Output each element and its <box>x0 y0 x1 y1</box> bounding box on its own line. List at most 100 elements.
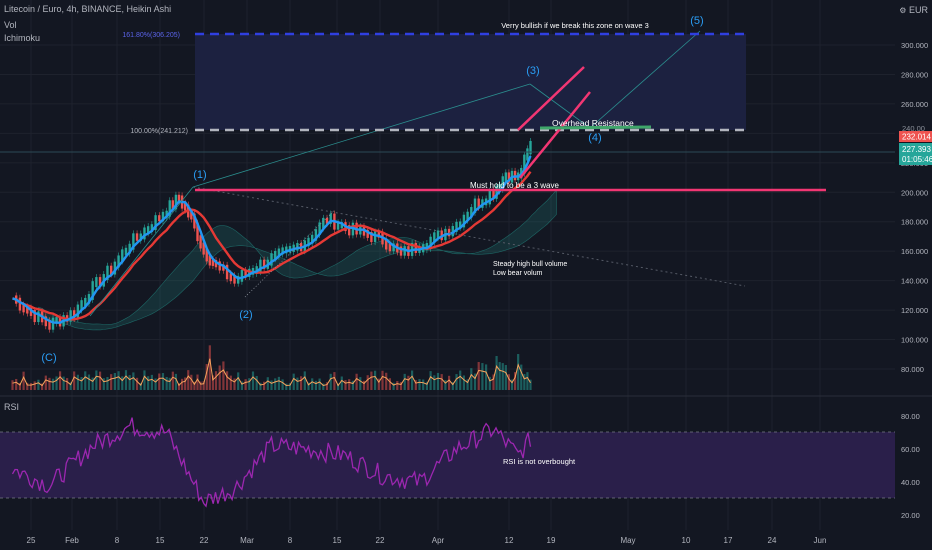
volume-bar <box>87 374 91 390</box>
indicator-vol[interactable]: Vol <box>4 20 17 30</box>
volume-bar <box>396 381 399 390</box>
volume-bar <box>440 374 443 390</box>
candle-body <box>171 200 175 210</box>
volume-bar <box>244 379 247 390</box>
downtrend-dotted-line[interactable] <box>192 186 746 287</box>
volume-bar <box>485 364 488 390</box>
volume-bar <box>180 378 184 390</box>
candle-body <box>498 183 501 192</box>
candle-body <box>340 222 343 229</box>
candle-body <box>69 310 72 322</box>
volume-bar <box>11 380 14 390</box>
symbol-title[interactable]: Litecoin / Euro, 4h, BINANCE, Heikin Ash… <box>4 4 172 14</box>
candle-body <box>318 222 321 236</box>
candle-body <box>466 211 469 221</box>
volume-bar <box>214 371 218 390</box>
wave-1-projection <box>89 186 194 317</box>
price-tick-label: 100.000 <box>901 336 928 345</box>
volume-bar <box>110 374 113 390</box>
candle-body <box>202 242 205 255</box>
volume-bar <box>73 371 76 390</box>
date-tick-label: 8 <box>288 536 293 545</box>
volume-bar <box>66 378 69 390</box>
candle-body <box>248 268 251 277</box>
volume-bar <box>507 374 511 390</box>
volume-bar <box>495 356 498 390</box>
volume-bar <box>202 381 205 390</box>
price-axis[interactable]: 300.000280.000260.000240.000220.000200.0… <box>901 41 928 374</box>
volume-bar <box>325 382 329 390</box>
candle-body <box>121 249 124 262</box>
volume-bar <box>177 383 181 390</box>
volume-bar <box>422 379 425 390</box>
volume-bar <box>385 372 388 390</box>
volume-bar <box>135 377 139 390</box>
volume-bar <box>18 382 21 390</box>
currency-label[interactable]: ⚙ EUR <box>899 5 928 15</box>
channel-upper-line[interactable] <box>517 66 585 131</box>
volume-bar <box>492 374 495 390</box>
volume-bar <box>15 378 18 390</box>
wave-1-label: (1) <box>193 169 206 181</box>
volume-bar <box>218 365 221 390</box>
last-price-tag <box>899 143 932 165</box>
volume-bar <box>392 382 395 390</box>
candle-body <box>95 277 98 288</box>
volume-bar <box>229 375 232 390</box>
volume-bar <box>473 373 477 390</box>
date-tick-label: 17 <box>724 536 733 545</box>
volume-bar <box>455 374 458 390</box>
price-tick-label: 200.000 <box>901 188 928 197</box>
volume-bar <box>251 371 255 390</box>
rsi-band <box>0 432 895 498</box>
overhead-resistance-line[interactable] <box>539 125 652 130</box>
currency-code: EUR <box>908 5 928 15</box>
volume-bar <box>288 383 292 390</box>
candle-body <box>385 238 388 250</box>
gear-icon[interactable]: ⚙ <box>899 6 907 15</box>
fib-zone <box>195 34 746 130</box>
volume-bar <box>344 380 347 390</box>
volume-bar <box>270 380 273 390</box>
volume-bar <box>171 371 174 390</box>
volume-bar <box>314 380 317 390</box>
candle-body <box>128 243 131 254</box>
candle-body <box>274 250 277 260</box>
candle-body <box>193 213 196 229</box>
candle-body <box>373 231 377 243</box>
candle-body <box>55 317 58 324</box>
rsi-axis[interactable]: 80.00 60.00 40.00 20.00 <box>901 412 920 520</box>
channel-lower-line[interactable] <box>519 91 591 179</box>
volume-bar <box>196 374 199 390</box>
date-tick-label: 15 <box>333 536 342 545</box>
volume-bar <box>451 382 454 390</box>
wave-4-projection <box>529 83 591 129</box>
volume-bar <box>248 378 251 390</box>
date-tick-label: Apr <box>432 536 445 545</box>
date-axis[interactable]: 25 Feb 8 15 22 Mar 8 15 22 Apr 12 19 May 10 17 24 Jun <box>27 536 827 545</box>
candle-body <box>208 255 212 266</box>
indicator-rsi[interactable]: RSI <box>4 402 20 412</box>
volume-bar <box>240 381 243 390</box>
rsi-panel <box>0 395 932 508</box>
volume-bar <box>498 362 501 390</box>
date-tick-label: Jun <box>814 536 827 545</box>
date-tick-label: 12 <box>505 536 514 545</box>
candle-body <box>329 213 332 224</box>
partial-axis-label: 240.00 <box>902 124 925 133</box>
candle-body <box>222 264 225 271</box>
ichimoku-span <box>38 189 557 331</box>
candle-body <box>174 194 178 210</box>
date-tick-label: 22 <box>200 536 209 545</box>
candle-body <box>462 214 466 228</box>
indicator-ichimoku[interactable]: Ichimoku <box>4 33 41 43</box>
volume-bar <box>362 380 366 390</box>
volume-bar <box>274 378 277 390</box>
candle-body <box>80 300 83 311</box>
candle-body <box>84 297 87 307</box>
candle-body <box>87 294 91 304</box>
volume-bar <box>433 375 436 390</box>
volume-bar <box>318 378 321 390</box>
volume-bar <box>158 373 161 390</box>
